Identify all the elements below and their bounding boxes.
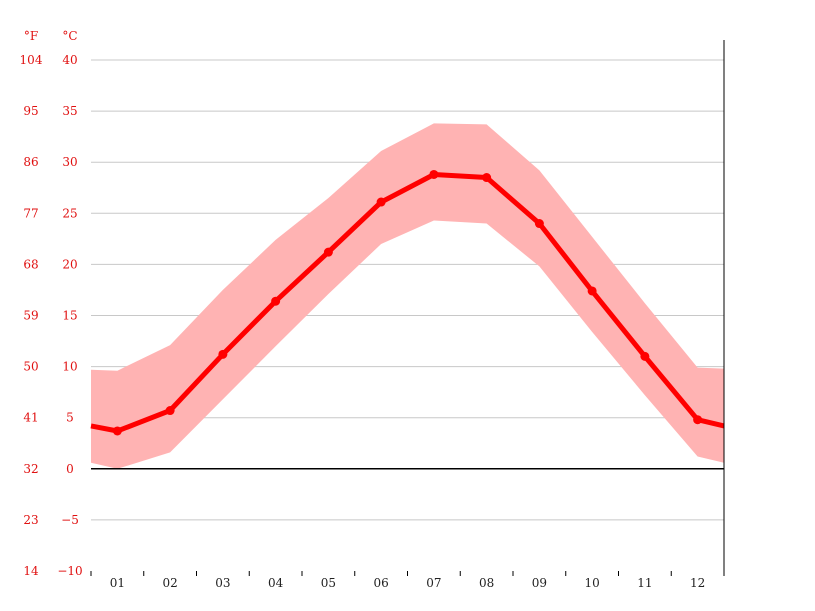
mean-line (90, 172, 725, 434)
data-point (534, 219, 544, 229)
y-tick-label-c: 10 (62, 360, 77, 374)
y-tick-label-c: −10 (57, 564, 82, 578)
mean-temperature-line (90, 169, 725, 436)
unit-celsius-label: °C (62, 29, 77, 43)
y-tick-label-c: −5 (61, 513, 79, 527)
y-tick-label-f: 95 (23, 104, 38, 118)
axes (90, 40, 725, 576)
x-tick-label: 05 (321, 576, 336, 590)
temperature-range-band (91, 123, 724, 469)
x-tick-label: 02 (162, 576, 177, 590)
data-point (587, 286, 597, 296)
x-tick-label: 01 (110, 576, 125, 590)
data-point (165, 406, 175, 416)
y-tick-label-f: 50 (23, 360, 38, 374)
x-tick-label: 11 (637, 576, 652, 590)
y-tick-label-f: 59 (23, 309, 38, 323)
range-band (91, 123, 724, 469)
y-tick-label-f: 41 (23, 411, 38, 425)
x-tick-label: 04 (268, 576, 284, 590)
x-tick-label: 09 (532, 576, 547, 590)
y-tick-label-c: 20 (62, 257, 77, 271)
x-tick-label: 08 (479, 576, 494, 590)
data-point (482, 173, 492, 183)
y-tick-label-c: 0 (66, 462, 74, 476)
y-tick-label-c: 5 (66, 411, 74, 425)
y-tick-label-c: 40 (62, 53, 77, 67)
data-point (271, 296, 281, 306)
y-tick-label-f: 68 (23, 257, 38, 271)
data-point (640, 351, 650, 361)
x-tick-label: 03 (215, 576, 230, 590)
y-tick-label-f: 32 (23, 462, 38, 476)
data-point (693, 415, 703, 425)
y-tick-label-c: 35 (62, 104, 77, 118)
y-tick-label-f: 86 (23, 155, 38, 169)
y-tick-label-f: 14 (23, 564, 39, 578)
data-point (112, 426, 122, 436)
y-tick-label-f: 104 (20, 53, 43, 67)
y-tick-label-f: 77 (23, 206, 38, 220)
y-tick-label-f: 23 (23, 513, 38, 527)
x-tick-label: 06 (373, 576, 388, 590)
unit-fahrenheit-label: °F (24, 29, 38, 43)
y-tick-label-c: 25 (62, 206, 77, 220)
x-tick-label: 07 (426, 576, 441, 590)
y-tick-labels: 104 40 95 35 86 30 77 25 68 20 59 15 50 10 41 5 32 0 23 −5 1… (20, 53, 83, 578)
data-point (429, 169, 439, 179)
x-tick-label: 10 (584, 576, 599, 590)
data-point (376, 197, 386, 207)
x-tick-label: 12 (690, 576, 705, 590)
y-tick-label-c: 30 (62, 155, 77, 169)
data-point (323, 247, 333, 257)
y-tick-label-c: 15 (62, 309, 77, 323)
x-tick-labels: 01 02 03 04 05 06 07 08 09 10 11 12 (110, 576, 706, 590)
data-point (218, 349, 228, 359)
